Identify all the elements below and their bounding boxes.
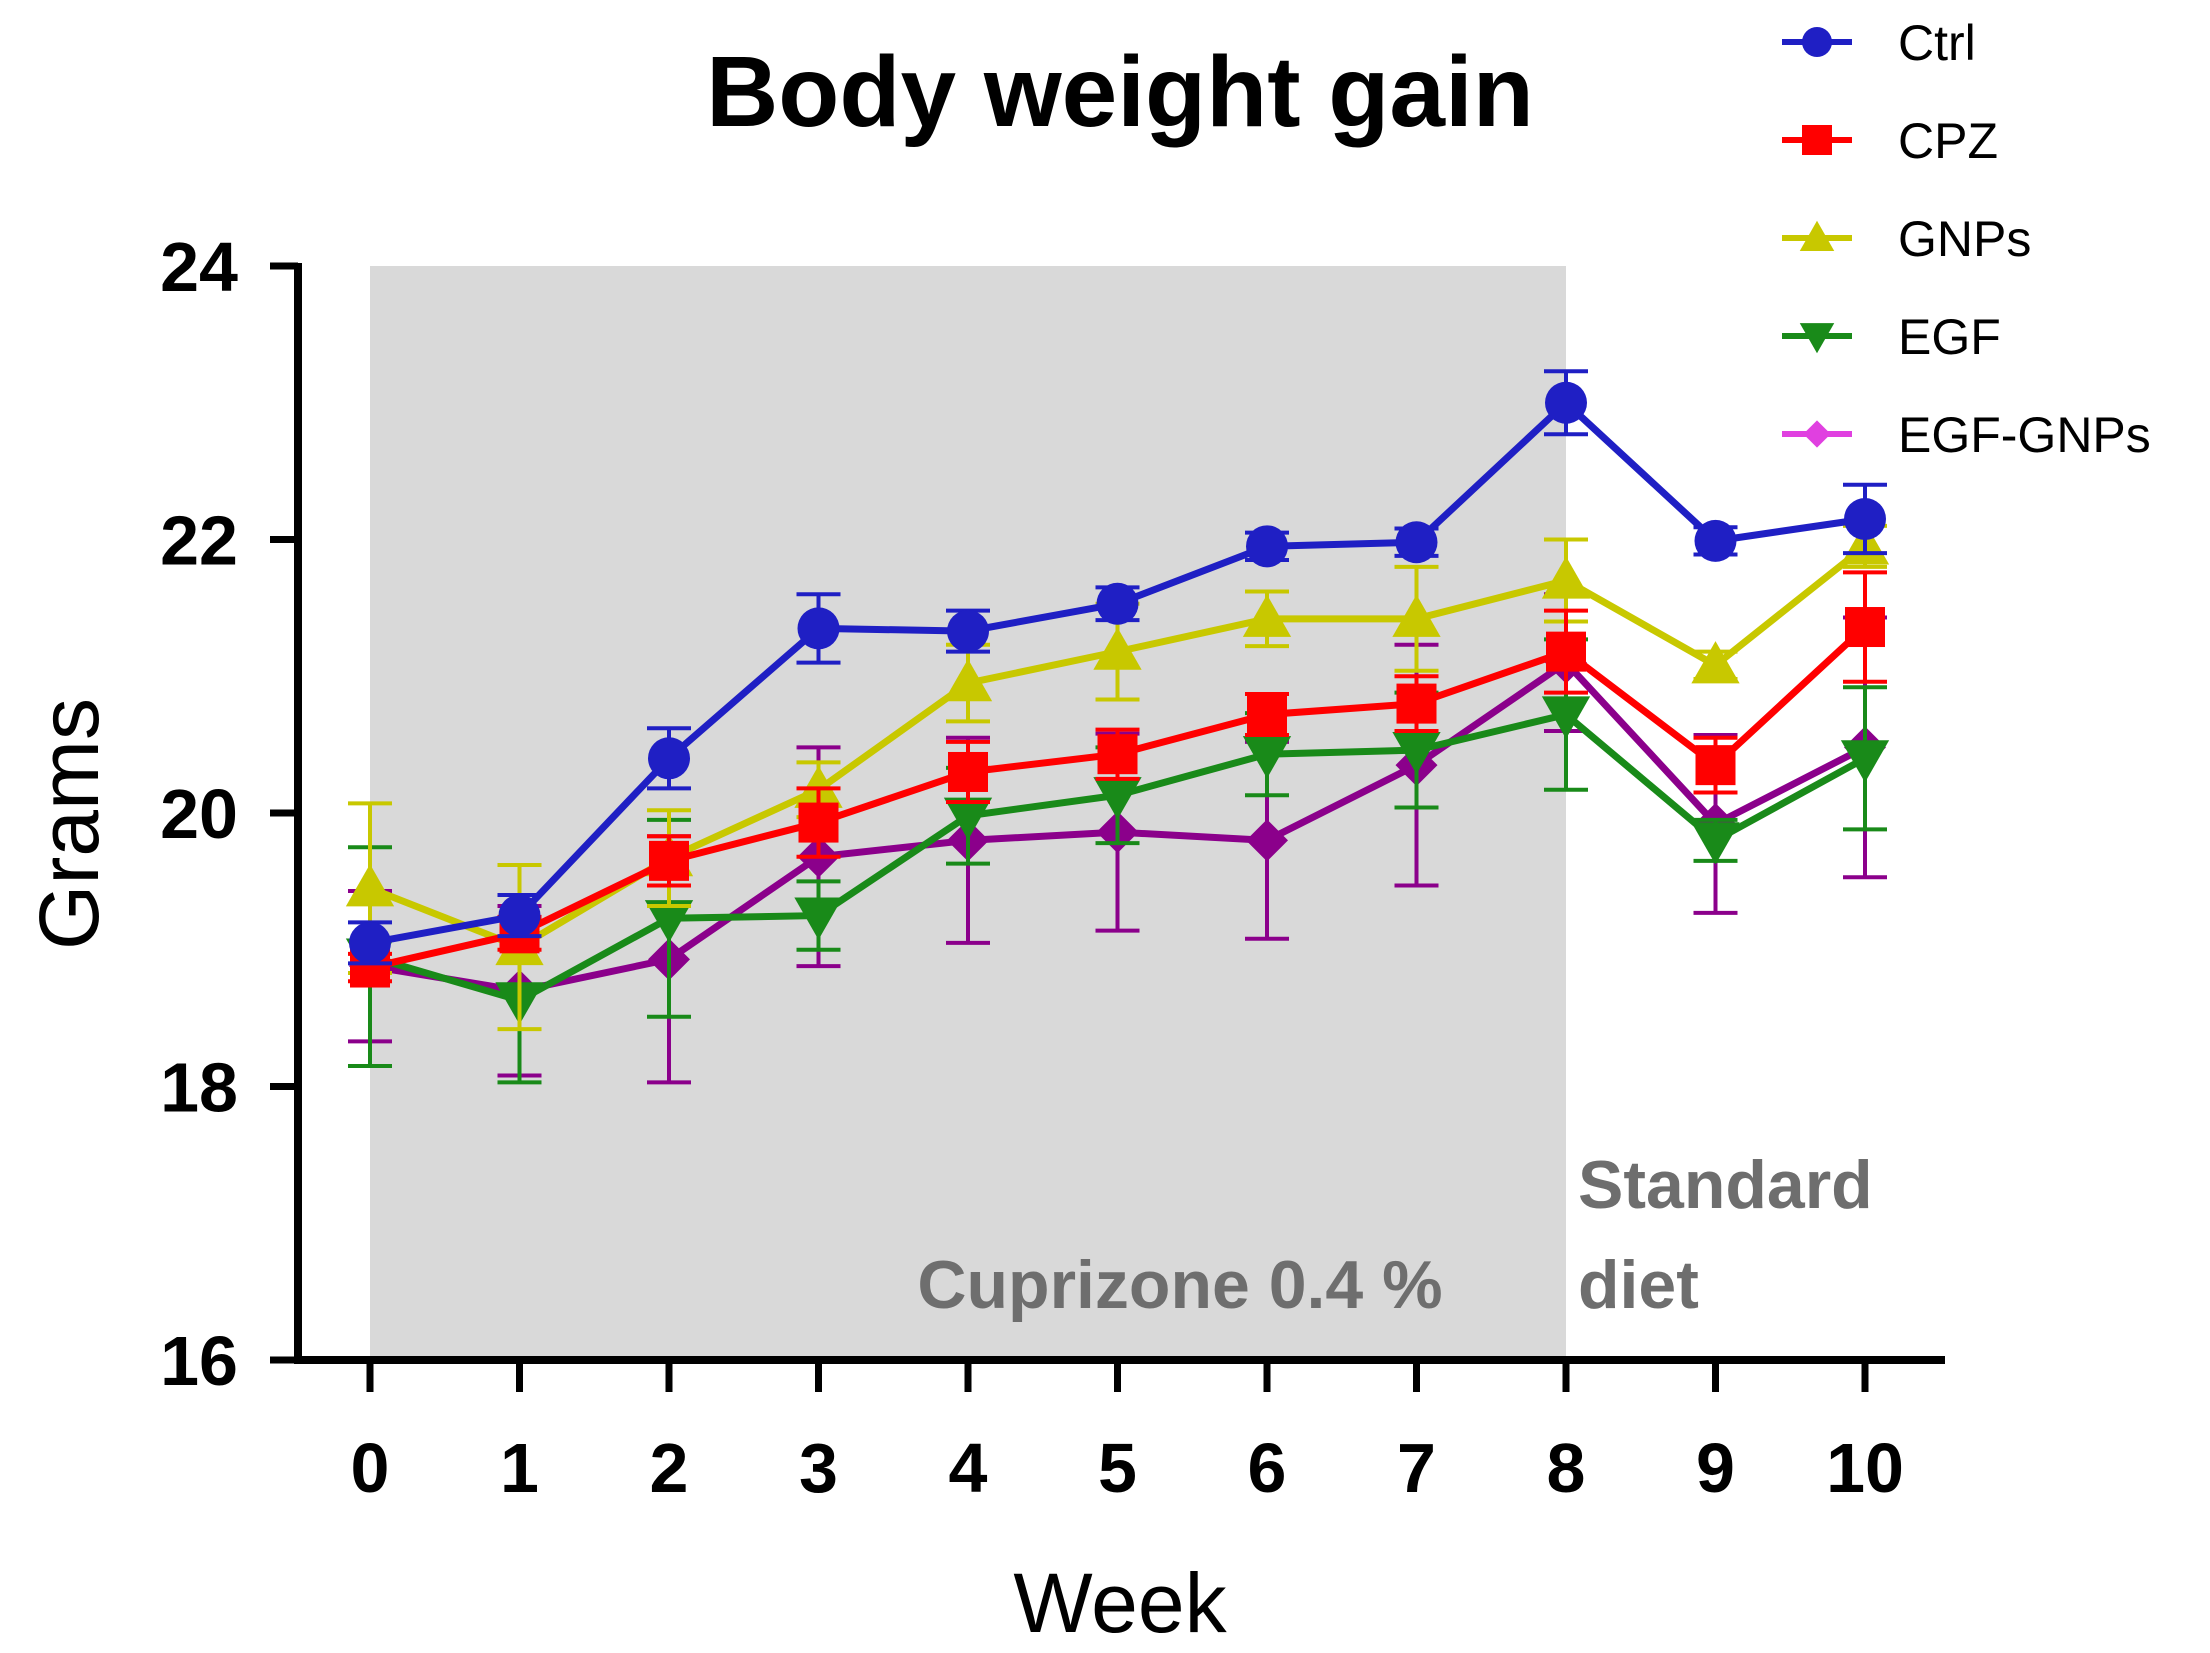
y-tick-label: 18	[160, 1049, 238, 1127]
data-point-ctrl	[1694, 519, 1737, 562]
x-tick-label: 6	[1248, 1429, 1287, 1507]
x-tick-label: 4	[949, 1429, 988, 1507]
legend-marker-ctrl	[1802, 27, 1832, 57]
x-tick-label: 0	[351, 1429, 390, 1507]
data-point-cpz	[798, 802, 839, 843]
data-point-ctrl	[1545, 381, 1587, 424]
data-point-ctrl	[797, 607, 840, 650]
data-point-egf	[1541, 696, 1591, 739]
legend-label-gnps: GNPs	[1898, 211, 2031, 267]
legend-label-egf-gnps: EGF-GNPs	[1898, 407, 2151, 463]
legend-item-egf-gnps: EGF-GNPs	[1782, 407, 2151, 463]
data-point-ctrl	[1246, 525, 1288, 568]
standard-diet-annotation-line1: Standard	[1578, 1147, 1873, 1223]
standard-diet-annotation-line2: diet	[1578, 1247, 1699, 1323]
data-point-ctrl	[349, 921, 391, 964]
series-ctrl	[348, 369, 1887, 966]
legend-marker-egf	[1799, 323, 1835, 354]
x-tick-label: 8	[1547, 1429, 1586, 1507]
legend-marker-gnps	[1799, 220, 1835, 251]
y-tick-label: 24	[160, 228, 238, 306]
data-point-egf	[644, 900, 694, 943]
data-point-egf	[1392, 731, 1441, 775]
data-point-cpz	[1247, 694, 1287, 735]
data-point-ctrl	[1395, 521, 1438, 564]
data-point-egf	[1840, 740, 1890, 783]
data-point-cpz	[1396, 683, 1437, 724]
legend-item-egf: EGF	[1782, 309, 2001, 365]
data-point-cpz	[1845, 607, 1885, 648]
data-point-cpz	[1097, 734, 1138, 775]
data-point-gnps	[1093, 627, 1142, 670]
data-point-cpz	[649, 840, 689, 881]
series-layer	[345, 369, 1890, 1085]
data-point-gnps	[1541, 556, 1591, 599]
data-point-gnps	[1242, 594, 1292, 637]
data-point-gnps	[1392, 594, 1441, 637]
y-tick-label: 22	[160, 502, 238, 580]
data-point-ctrl	[498, 894, 541, 937]
data-point-ctrl	[947, 610, 989, 653]
data-point-ctrl	[1096, 582, 1139, 625]
axis-ticks: 16 18 20 22 24 0 1 2 3 4 5 6 7 8 9 10	[160, 228, 1904, 1507]
x-tick-label: 3	[799, 1429, 838, 1507]
data-point-gnps	[1691, 641, 1740, 684]
legend-label-ctrl: Ctrl	[1898, 15, 1976, 71]
x-tick-label: 9	[1696, 1429, 1735, 1507]
y-axis-label: Grams	[22, 698, 116, 950]
data-point-egf-gnps	[1246, 819, 1288, 862]
data-point-egf	[1242, 736, 1292, 779]
legend-label-cpz: CPZ	[1898, 113, 1998, 169]
data-point-gnps	[943, 658, 993, 702]
x-tick-label: 10	[1826, 1429, 1904, 1507]
legend-item-ctrl: Ctrl	[1782, 15, 1976, 71]
x-tick-label: 5	[1098, 1429, 1137, 1507]
x-axis-label: Week	[1013, 1556, 1227, 1650]
data-point-cpz	[948, 751, 988, 792]
series-cpz	[348, 570, 1887, 988]
cuprizone-annotation: Cuprizone 0.4 %	[917, 1247, 1442, 1323]
legend-label-egf: EGF	[1898, 309, 2001, 365]
legend-item-cpz: CPZ	[1782, 113, 1998, 169]
data-point-ctrl	[1844, 497, 1886, 540]
data-point-gnps	[345, 864, 395, 907]
data-point-cpz	[1695, 745, 1736, 786]
y-tick-label: 16	[160, 1322, 238, 1400]
legend: Ctrl CPZ GNPs EGF EGF-GNPs	[1782, 15, 2151, 463]
data-point-cpz	[1546, 631, 1586, 672]
x-tick-label: 7	[1397, 1429, 1436, 1507]
legend-marker-cpz	[1802, 125, 1832, 155]
x-tick-label: 2	[650, 1429, 689, 1507]
chart-title: Body weight gain	[706, 36, 1534, 148]
data-point-egf	[1093, 777, 1142, 820]
data-point-egf	[943, 797, 993, 840]
x-tick-label: 1	[500, 1429, 539, 1507]
y-tick-label: 20	[160, 775, 238, 853]
data-point-egf	[1691, 822, 1740, 865]
legend-item-gnps: GNPs	[1782, 211, 2031, 267]
data-point-egf	[794, 897, 843, 940]
legend-marker-egf-gnps	[1803, 420, 1831, 448]
data-point-ctrl	[648, 737, 690, 780]
